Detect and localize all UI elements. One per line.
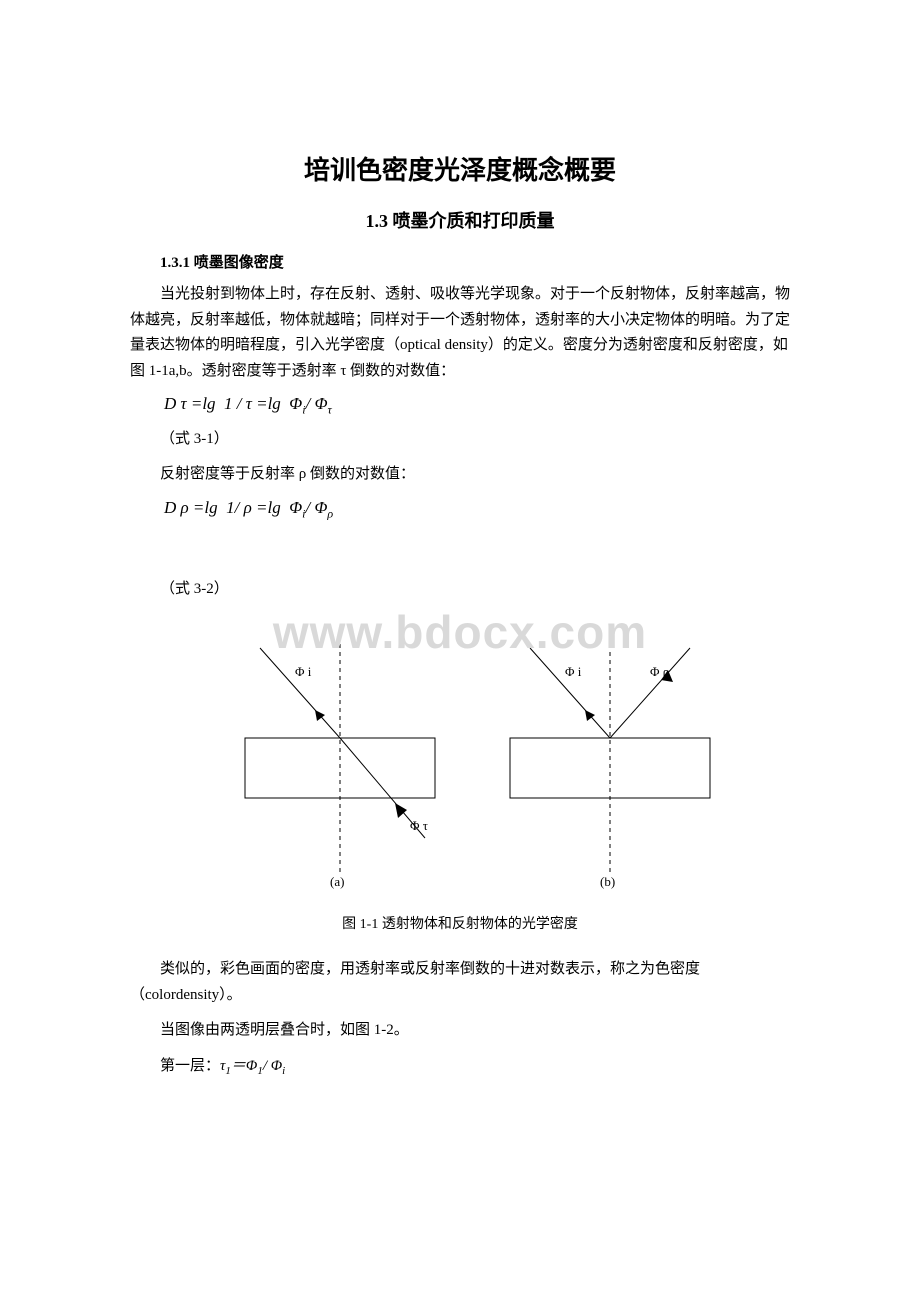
svg-text:Φ i: Φ i [565,664,582,679]
document-title: 培训色密度光泽度概念概要 [130,150,790,187]
formula-1: D τ =lg 1 / τ =lg Φi/ Φτ [164,394,790,417]
diagram-svg: Φ i Φ τ (a) Φ i Φ ρ (b) [200,628,720,893]
svg-text:(b): (b) [600,874,615,889]
section-heading: 1.3.1 喷墨图像密度 [130,251,790,272]
formula-text: / Φ [306,394,328,413]
equation-label: （式 3-2） [160,577,790,598]
formula-sub: ρ [327,506,333,520]
formula-2: D ρ =lg 1/ ρ =lg Φi/ Φρ [164,498,790,521]
svg-text:Φ τ: Φ τ [410,818,428,833]
paragraph: 类似的，彩色画面的密度，用透射率或反射率倒数的十进对数表示，称之为色密度（col… [130,957,790,1008]
equation-label: （式 3-1） [160,427,790,448]
paragraph: 第一层：τ1＝Φ1/ Φi [130,1054,790,1081]
formula-text: D τ =lg 1 / τ =lg Φ [164,394,302,413]
paragraph: 反射密度等于反射率 ρ 倒数的对数值： [130,462,790,488]
paragraph: 当图像由两透明层叠合时，如图 1-2。 [130,1018,790,1044]
paragraph-text: 第一层： [160,1058,220,1074]
paragraph: 当光投射到物体上时，存在反射、透射、吸收等光学现象。对于一个反射物体，反射率越高… [130,282,790,384]
formula-text: D ρ =lg 1/ ρ =lg Φ [164,498,302,517]
svg-text:(a): (a) [330,874,344,889]
svg-text:Φ i: Φ i [295,664,312,679]
figure-caption: 图 1-1 透射物体和反射物体的光学密度 [130,913,790,933]
formula-inline: τ1＝Φ1/ Φi [220,1058,285,1074]
document-subtitle: 1.3 喷墨介质和打印质量 [130,207,790,233]
svg-text:Φ ρ: Φ ρ [650,664,669,679]
optical-density-diagram: Φ i Φ τ (a) Φ i Φ ρ (b) [130,628,790,893]
formula-text: / Φ [306,498,328,517]
formula-sub: τ [328,402,332,416]
